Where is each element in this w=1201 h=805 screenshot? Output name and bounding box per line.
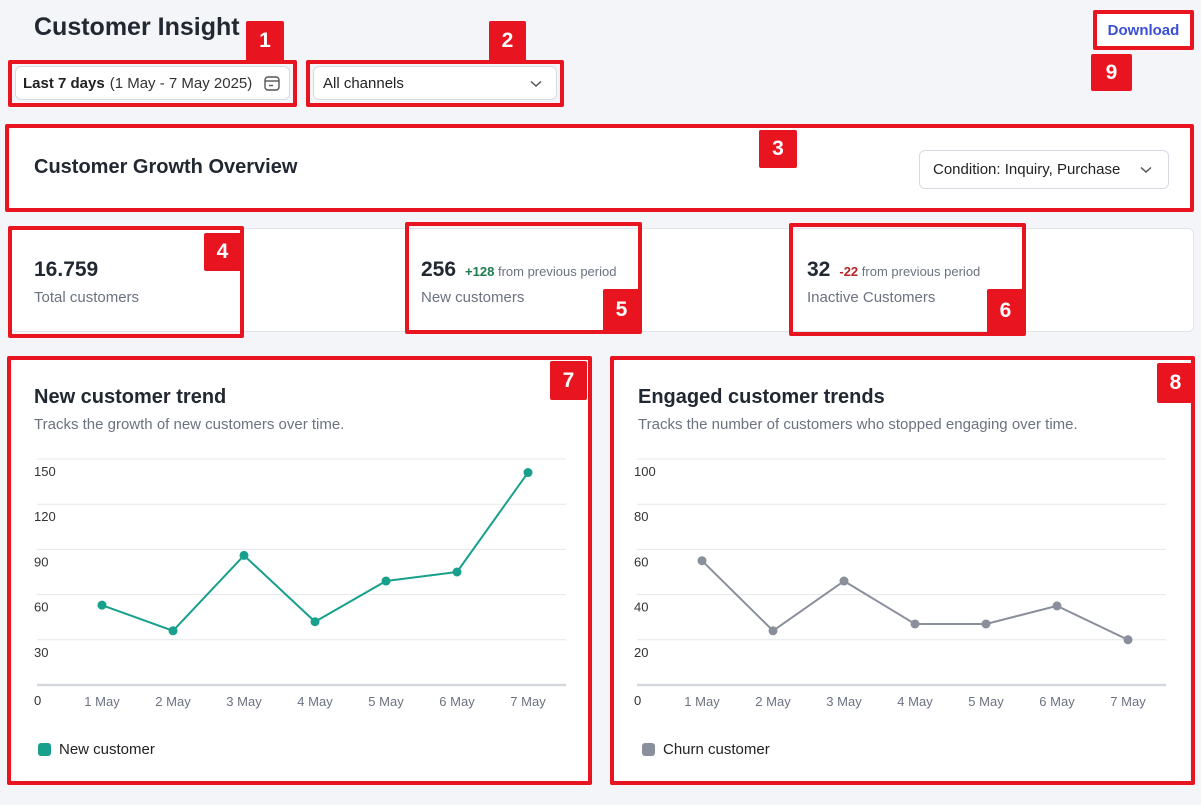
data-point — [523, 468, 533, 478]
annotation-badge-9: 9 — [1091, 54, 1132, 91]
y-tick-label: 100 — [634, 464, 656, 479]
total-customers-label: Total customers — [34, 289, 140, 306]
data-point — [310, 617, 320, 627]
annotation-badge-2: 2 — [489, 21, 526, 61]
x-tick-label: 6 May — [439, 694, 475, 709]
new-trend-subtitle: Tracks the growth of new customers over … — [34, 416, 345, 433]
data-point — [97, 600, 107, 610]
y-tick-label: 150 — [34, 464, 56, 479]
x-tick-label: 2 May — [755, 694, 791, 709]
legend-label: Churn customer — [663, 741, 770, 758]
download-button[interactable]: Download — [1093, 10, 1194, 50]
y-tick-label: 30 — [34, 645, 48, 660]
inactive-customers-value: 32 — [807, 258, 831, 281]
annotation-badge-4: 4 — [204, 233, 241, 271]
channel-select[interactable]: All channels — [313, 66, 557, 100]
x-tick-label: 4 May — [897, 694, 933, 709]
x-tick-label: 2 May — [155, 694, 191, 709]
y-tick-label: 60 — [634, 554, 648, 569]
new-customer-line-chart: 0 30 60 90 120 150 1 May 2 May 3 May 4 May 5 May 6 … — [34, 458, 566, 709]
condition-select[interactable]: Condition: Inquiry, Purchase — [919, 150, 1169, 189]
new-customers-value: 256 — [421, 258, 457, 281]
x-tick-label: 1 May — [84, 694, 120, 709]
new-customers-row: 256 +128 from previous period — [421, 258, 616, 282]
new-customers-delta-text: from previous period — [497, 264, 617, 279]
annotation-badge-1: 1 — [246, 21, 284, 61]
y-tick-label: 90 — [34, 554, 48, 569]
chevron-down-icon — [530, 75, 542, 92]
y-tick-label: 20 — [634, 645, 648, 660]
date-preset-label: Last 7 days — [23, 74, 105, 92]
y-tick-label: 60 — [34, 600, 48, 615]
x-tick-label: 3 May — [226, 694, 262, 709]
new-customers-label: New customers — [421, 289, 525, 306]
calendar-icon[interactable] — [263, 74, 281, 92]
series-line — [101, 471, 529, 632]
page-title: Customer Insight — [34, 13, 240, 41]
x-tick-label: 5 May — [968, 694, 1004, 709]
engaged-trend-legend: Churn customer — [642, 741, 770, 758]
engaged-trend-title: Engaged customer trends — [638, 386, 885, 408]
x-tick-label: 3 May — [826, 694, 862, 709]
data-point — [1123, 635, 1133, 645]
channel-select-value: All channels — [323, 74, 404, 92]
annotation-badge-7: 7 — [550, 361, 587, 400]
legend-swatch — [38, 743, 51, 756]
data-point — [239, 550, 249, 560]
y-tick-label: 0 — [34, 693, 41, 708]
data-point — [697, 556, 707, 566]
legend-label: New customer — [59, 741, 155, 758]
new-customer-trend-card — [12, 360, 590, 782]
inactive-customers-delta-text: from previous period — [861, 264, 981, 279]
x-tick-label: 7 May — [1110, 694, 1146, 709]
y-tick-label: 40 — [634, 600, 648, 615]
data-point — [768, 626, 778, 636]
x-tick-label: 7 May — [510, 694, 546, 709]
new-customers-delta: +128 from previous period — [465, 264, 616, 279]
new-customers-delta-value: +128 — [465, 264, 495, 279]
inactive-customers-delta-value: -22 — [839, 264, 859, 279]
data-point — [839, 576, 849, 586]
annotation-badge-8: 8 — [1157, 363, 1194, 403]
growth-overview-title: Customer Growth Overview — [34, 156, 298, 178]
x-tick-label: 1 May — [684, 694, 720, 709]
engaged-trend-subtitle: Tracks the number of customers who stopp… — [638, 416, 1078, 433]
annotation-badge-5: 5 — [603, 289, 640, 331]
total-customers-value: 16.759 — [34, 258, 99, 281]
x-tick-label: 6 May — [1039, 694, 1075, 709]
y-tick-label: 120 — [34, 509, 56, 524]
x-tick-label: 4 May — [297, 694, 333, 709]
y-tick-label: 0 — [634, 693, 641, 708]
annotation-badge-6: 6 — [987, 289, 1024, 333]
new-trend-legend: New customer — [38, 741, 155, 758]
y-tick-label: 80 — [634, 509, 648, 524]
date-range-text: (1 May - 7 May 2025) — [109, 74, 253, 92]
inactive-customers-row: 32 -22 from previous period — [807, 258, 980, 282]
data-point — [452, 567, 462, 577]
data-point — [168, 626, 178, 636]
churn-customer-line-chart: 0 20 40 60 80 100 1 May 2 May 3 May 4 May 5 May 6 M… — [634, 458, 1166, 709]
data-point — [910, 619, 920, 629]
date-range-picker[interactable]: Last 7 days (1 May - 7 May 2025) — [15, 66, 290, 100]
condition-select-value: Condition: Inquiry, Purchase — [933, 161, 1121, 178]
new-trend-title: New customer trend — [34, 386, 227, 408]
legend-swatch — [642, 743, 655, 756]
chevron-down-icon — [1140, 161, 1152, 178]
engaged-customer-trend-card — [614, 360, 1190, 782]
data-point — [1052, 601, 1062, 611]
x-tick-label: 5 May — [368, 694, 404, 709]
data-point — [381, 576, 391, 586]
inactive-customers-delta: -22 from previous period — [839, 264, 980, 279]
annotation-badge-3: 3 — [759, 130, 797, 168]
data-point — [981, 619, 991, 629]
inactive-customers-label: Inactive Customers — [807, 289, 936, 306]
